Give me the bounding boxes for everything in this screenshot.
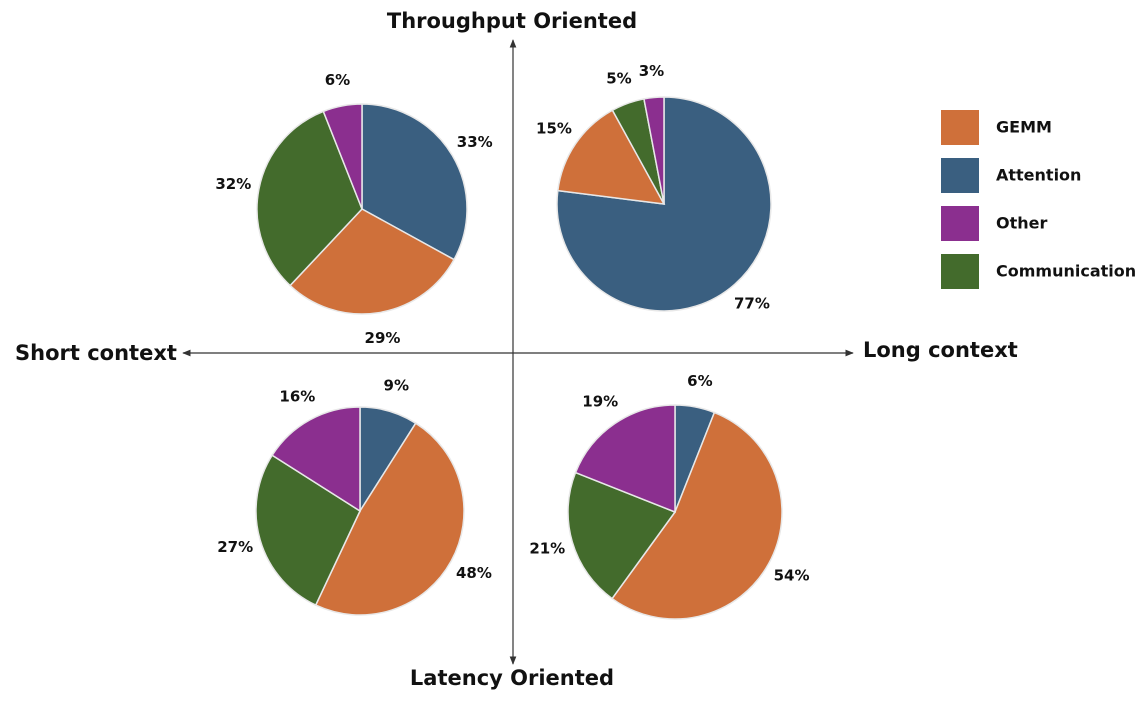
- legend-swatch: [941, 254, 979, 289]
- pie-slice: [256, 110, 363, 287]
- pie-slice: [361, 103, 468, 261]
- axis-title: Long context: [863, 338, 1018, 362]
- slice-label: 19%: [582, 392, 618, 410]
- pie-slice: [557, 109, 666, 205]
- slice-label: 5%: [606, 69, 631, 87]
- slice-label: 48%: [456, 564, 492, 582]
- legend-swatch: [941, 158, 979, 193]
- axis-title: Short context: [15, 341, 177, 365]
- pie-slice: [322, 103, 363, 210]
- pie-slice: [567, 471, 677, 600]
- legend-swatch: [941, 110, 979, 145]
- legend-label: Communication: [996, 262, 1136, 281]
- slice-label: 29%: [365, 329, 401, 347]
- pie-slice: [289, 208, 456, 315]
- legend-swatch: [941, 206, 979, 241]
- axis-title: Throughput Oriented: [387, 9, 637, 33]
- slice-label: 21%: [529, 540, 565, 558]
- slice-label: 9%: [384, 377, 409, 395]
- legend-label: Other: [996, 214, 1047, 233]
- legend-label: Attention: [996, 166, 1081, 185]
- slice-label: 54%: [774, 567, 810, 585]
- slice-label: 32%: [215, 175, 251, 193]
- legend-label: GEMM: [996, 118, 1052, 137]
- slice-label: 15%: [536, 120, 572, 138]
- pie-slice: [255, 454, 361, 607]
- pie-slice: [314, 422, 465, 616]
- pie-slice: [574, 404, 676, 514]
- slice-label: 6%: [687, 372, 712, 390]
- pie-slice: [611, 411, 783, 620]
- slice-label: 77%: [734, 294, 770, 312]
- axis-title: Latency Oriented: [410, 666, 614, 690]
- slice-label: 16%: [279, 388, 315, 406]
- slice-label: 3%: [639, 62, 664, 80]
- slice-label: 6%: [325, 71, 350, 89]
- slice-label: 27%: [217, 538, 253, 556]
- pie-slice: [271, 406, 361, 513]
- pie-slice: [643, 96, 665, 205]
- slice-label: 33%: [457, 133, 493, 151]
